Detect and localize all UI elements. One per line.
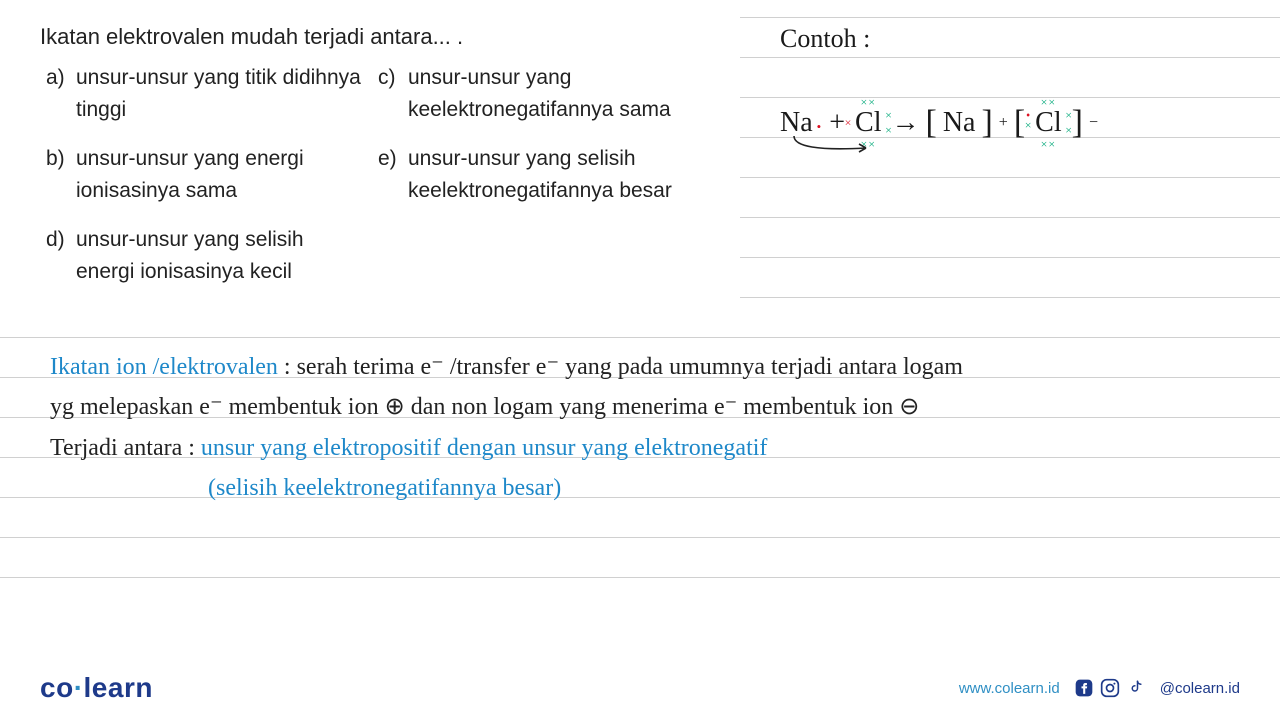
- cl-product: ×× ×× •× ×× Cl: [1031, 105, 1065, 141]
- social-handle[interactable]: @colearn.id: [1160, 680, 1240, 697]
- lone-pair-top: ××: [1041, 96, 1057, 108]
- option-letter: d): [46, 224, 76, 287]
- note-line-1: Ikatan ion /elektrovalen : serah terima …: [50, 347, 1230, 387]
- cl-symbol: Cl: [1035, 107, 1061, 138]
- handwritten-notes: Ikatan ion /elektrovalen : serah terima …: [40, 347, 1240, 508]
- logo-part-b: learn: [84, 672, 153, 703]
- note-term: Ikatan ion /elektrovalen: [50, 354, 278, 380]
- option-text: unsur-unsur yang energi ionisasinya sama: [76, 143, 366, 206]
- lone-pair-right: ××: [1063, 108, 1075, 138]
- na-charge: +: [999, 114, 1008, 132]
- option-a: a) unsur-unsur yang titik didihnya tingg…: [46, 62, 366, 125]
- main-content: Ikatan elektrovalen mudah terjadi antara…: [0, 0, 1280, 508]
- logo-dot: ·: [74, 672, 84, 703]
- footer: co·learn www.colearn.id @colearn.id: [40, 672, 1240, 704]
- instagram-icon[interactable]: [1100, 678, 1120, 698]
- lone-pair-right: ××: [882, 108, 894, 138]
- lone-pair-top: ××: [860, 96, 876, 108]
- option-text: unsur-unsur yang keelektronegatifannya s…: [408, 62, 738, 125]
- note-prefix: Terjadi antara :: [50, 435, 201, 461]
- option-text: unsur-unsur yang selisih keelektronegati…: [408, 143, 738, 206]
- option-c: c) unsur-unsur yang keelektronegatifanny…: [378, 62, 738, 125]
- note-highlight: unsur yang elektropositif dengan unsur y…: [201, 435, 768, 461]
- logo-part-a: co: [40, 672, 74, 703]
- question-block: Ikatan elektrovalen mudah terjadi antara…: [40, 24, 740, 287]
- option-letter: b): [46, 143, 76, 206]
- website-url[interactable]: www.colearn.id: [959, 680, 1060, 697]
- option-b: b) unsur-unsur yang energi ionisasinya s…: [46, 143, 366, 206]
- question-row: Ikatan elektrovalen mudah terjadi antara…: [40, 24, 1240, 287]
- bracket-open: [: [925, 104, 936, 142]
- option-letter: e): [378, 143, 408, 206]
- option-letter: c): [378, 62, 408, 125]
- lone-pair-left: •×: [1022, 113, 1034, 133]
- options-grid: a) unsur-unsur yang titik didihnya tingg…: [46, 62, 740, 287]
- facebook-icon[interactable]: [1074, 678, 1094, 698]
- note-line-2: yg melepaskan e⁻ membentuk ion ⊕ dan non…: [50, 387, 1230, 427]
- electron-dot: •: [817, 119, 822, 135]
- lewis-equation: Na• + ×× ×× × ×× Cl → [Na]+ [ ×× ×× •× ×…: [780, 104, 1240, 142]
- note-line-4: (selisih keelektronegatifannya besar): [50, 468, 1230, 508]
- option-letter: a): [46, 62, 76, 125]
- footer-right: www.colearn.id @colearn.id: [959, 678, 1240, 698]
- tiktok-icon[interactable]: [1126, 678, 1146, 698]
- example-heading: Contoh :: [780, 24, 1240, 54]
- brand-logo: co·learn: [40, 672, 153, 704]
- transfer-arrow-icon: [788, 134, 878, 158]
- question-text: Ikatan elektrovalen mudah terjadi antara…: [40, 24, 740, 50]
- note-line-3: Terjadi antara : unsur yang elektroposit…: [50, 428, 1230, 468]
- bracket-close: ]: [981, 104, 992, 142]
- option-e: e) unsur-unsur yang selisih keelektroneg…: [378, 143, 738, 206]
- lone-pair-left: ×: [842, 116, 854, 131]
- option-d: d) unsur-unsur yang selisih energi ionis…: [46, 224, 366, 287]
- note-highlight-2: (selisih keelektronegatifannya besar): [50, 468, 561, 508]
- lone-pair-bot: ××: [1041, 138, 1057, 150]
- option-text: unsur-unsur yang titik didihnya tinggi: [76, 62, 366, 125]
- na-product: Na: [943, 107, 976, 139]
- note-def: : serah terima e⁻ /transfer e⁻ yang pada…: [278, 354, 963, 380]
- reaction-arrow: →: [891, 107, 919, 139]
- social-icons: [1074, 678, 1146, 698]
- example-column: Contoh : Na• + ×× ×× × ×× Cl → [Na]+ [ ×…: [740, 24, 1240, 287]
- option-text: unsur-unsur yang selisih energi ionisasi…: [76, 224, 366, 287]
- cl-charge: −: [1089, 114, 1098, 132]
